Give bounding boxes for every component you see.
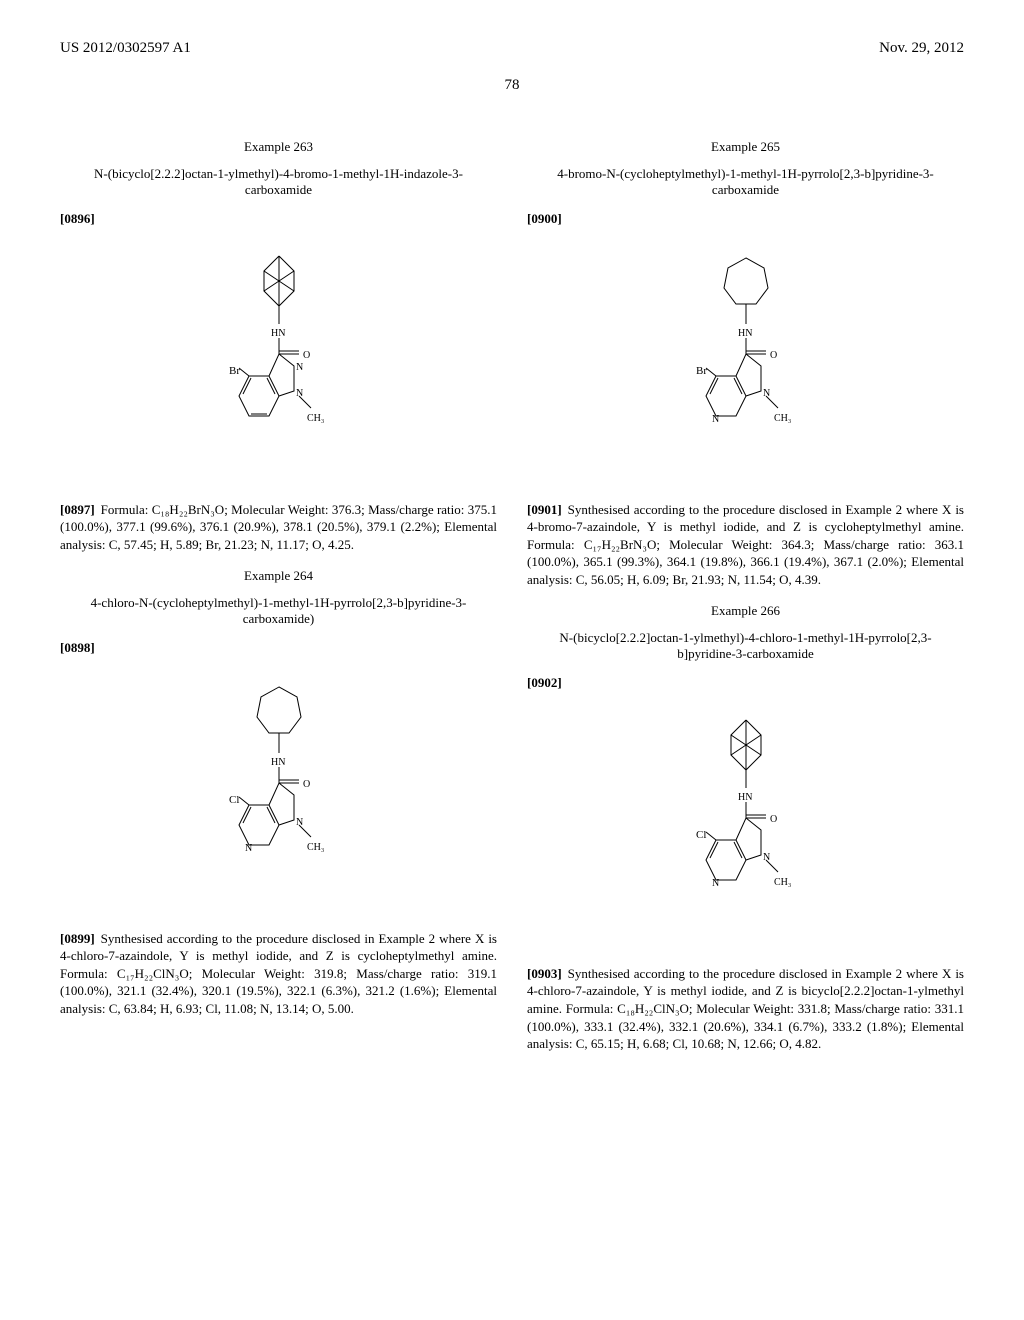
compound-title-264: 4-chloro-N-(cycloheptylmethyl)-1-methyl-… <box>80 595 477 628</box>
halogen-label: Br <box>229 365 240 377</box>
halogen-label: Cl <box>229 794 239 806</box>
example-heading-265: Example 265 <box>527 138 964 156</box>
svg-text:N: N <box>763 388 770 399</box>
chem-structure-svg: HN O <box>199 246 359 476</box>
patent-number: US 2012/0302597 A1 <box>60 40 191 57</box>
svg-text:N: N <box>712 878 719 889</box>
para-0899: [0899]Synthesised according to the proce… <box>60 930 497 1018</box>
example-heading-263: Example 263 <box>60 138 497 156</box>
right-column: Example 265 4-bromo-N-(cycloheptylmethyl… <box>527 124 964 1065</box>
para-num-label: [0898] <box>60 640 95 655</box>
n-methyl-label: CH₃ <box>307 842 324 853</box>
para-text: Synthesised according to the procedure d… <box>527 502 964 587</box>
chem-structure-svg: HN O N Cl N CH₃ <box>666 710 826 940</box>
svg-text:O: O <box>303 350 310 361</box>
para-num-label: [0896] <box>60 211 95 226</box>
para-marker-0896: [0896] <box>60 210 497 228</box>
para-num-label: [0897] <box>60 502 95 517</box>
para-0901: [0901]Synthesised according to the proce… <box>527 501 964 589</box>
svg-text:N: N <box>296 817 303 828</box>
structure-266: HN O N Cl N CH₃ <box>527 710 964 940</box>
para-0897: [0897]Formula: C₁₈H₂₂BrN₃O; Molecular We… <box>60 501 497 554</box>
patent-page: US 2012/0302597 A1 Nov. 29, 2012 78 Exam… <box>0 0 1024 1125</box>
compound-title-265: 4-bromo-N-(cycloheptylmethyl)-1-methyl-1… <box>547 166 944 199</box>
svg-text:O: O <box>770 814 777 825</box>
para-marker-0900: [0900] <box>527 210 964 228</box>
para-text: Synthesised according to the procedure d… <box>60 931 497 1016</box>
example-heading-266: Example 266 <box>527 602 964 620</box>
para-marker-0898: [0898] <box>60 639 497 657</box>
svg-text:O: O <box>770 350 777 361</box>
svg-text:N: N <box>296 388 303 399</box>
publication-date: Nov. 29, 2012 <box>879 40 964 57</box>
example-heading-264: Example 264 <box>60 567 497 585</box>
left-column: Example 263 N-(bicyclo[2.2.2]octan-1-ylm… <box>60 124 497 1065</box>
svg-text:HN: HN <box>738 328 752 339</box>
compound-title-266: N-(bicyclo[2.2.2]octan-1-ylmethyl)-4-chl… <box>547 630 944 663</box>
structure-264: HN O N Cl <box>60 675 497 905</box>
header-row: US 2012/0302597 A1 Nov. 29, 2012 <box>60 40 964 57</box>
n-methyl-label: CH₃ <box>774 877 791 888</box>
para-text: Formula: C₁₈H₂₂BrN₃O; Molecular Weight: … <box>60 502 497 552</box>
structure-265: HN O N Br N CH₃ <box>527 246 964 476</box>
para-num-label: [0901] <box>527 502 562 517</box>
svg-text:HN: HN <box>738 792 752 803</box>
halogen-label: Cl <box>696 829 706 841</box>
svg-text:O: O <box>303 779 310 790</box>
para-num-label: [0902] <box>527 675 562 690</box>
svg-text:N: N <box>245 843 252 854</box>
chem-structure-svg: HN O N Br N CH₃ <box>666 246 826 476</box>
n-methyl-label: CH₃ <box>307 413 324 424</box>
svg-text:HN: HN <box>271 757 285 768</box>
halogen-label: Br <box>696 365 707 377</box>
para-num-label: [0900] <box>527 211 562 226</box>
svg-text:N: N <box>763 852 770 863</box>
para-num-label: [0899] <box>60 931 95 946</box>
para-num-label: [0903] <box>527 966 562 981</box>
para-text: Synthesised according to the procedure d… <box>527 966 964 1051</box>
para-marker-0902: [0902] <box>527 674 964 692</box>
svg-text:N: N <box>296 362 303 373</box>
structure-263: HN O <box>60 246 497 476</box>
svg-text:HN: HN <box>271 328 285 339</box>
two-column-body: Example 263 N-(bicyclo[2.2.2]octan-1-ylm… <box>60 124 964 1065</box>
n-methyl-label: CH₃ <box>774 413 791 424</box>
chem-structure-svg: HN O N Cl <box>199 675 359 905</box>
para-0903: [0903]Synthesised according to the proce… <box>527 965 964 1053</box>
page-number: 78 <box>60 77 964 94</box>
svg-text:N: N <box>712 414 719 425</box>
compound-title-263: N-(bicyclo[2.2.2]octan-1-ylmethyl)-4-bro… <box>80 166 477 199</box>
